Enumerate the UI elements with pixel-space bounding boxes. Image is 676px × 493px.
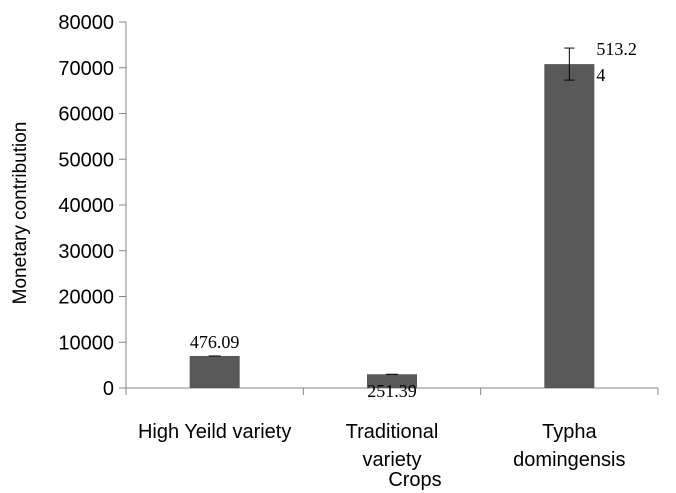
bar	[190, 356, 240, 388]
x-tick-label: variety	[363, 449, 422, 471]
x-tick-label: High Yeild variety	[138, 421, 291, 443]
x-tick-label: Traditional	[346, 421, 439, 443]
y-tick-label: 30000	[58, 241, 114, 263]
y-tick-label: 10000	[58, 332, 114, 354]
data-label: 4	[596, 65, 605, 85]
x-axis-title: Crops	[388, 469, 441, 491]
bar	[544, 64, 594, 388]
data-label: 476.09	[190, 332, 240, 352]
data-label: 513.2	[596, 39, 637, 59]
y-tick-label: 20000	[58, 287, 114, 309]
y-tick-label: 60000	[58, 104, 114, 126]
y-tick-label: 0	[103, 378, 114, 400]
y-tick-label: 40000	[58, 195, 114, 217]
bars	[190, 48, 595, 388]
y-axis-title: Monetary contribution	[10, 122, 31, 305]
data-label: 251.39	[367, 381, 417, 401]
y-tick-label: 70000	[58, 58, 114, 80]
x-tick-label: domingensis	[513, 449, 625, 471]
y-tick-label: 50000	[58, 149, 114, 171]
y-tick-label: 80000	[58, 12, 114, 34]
x-tick-label: Typha	[542, 421, 597, 443]
y-axis: 0 10000 20000 30000 40000 50000 60000 70000 8000…	[58, 12, 126, 400]
category-labels: High Yeild variety Traditional variety Typh…	[138, 421, 626, 471]
